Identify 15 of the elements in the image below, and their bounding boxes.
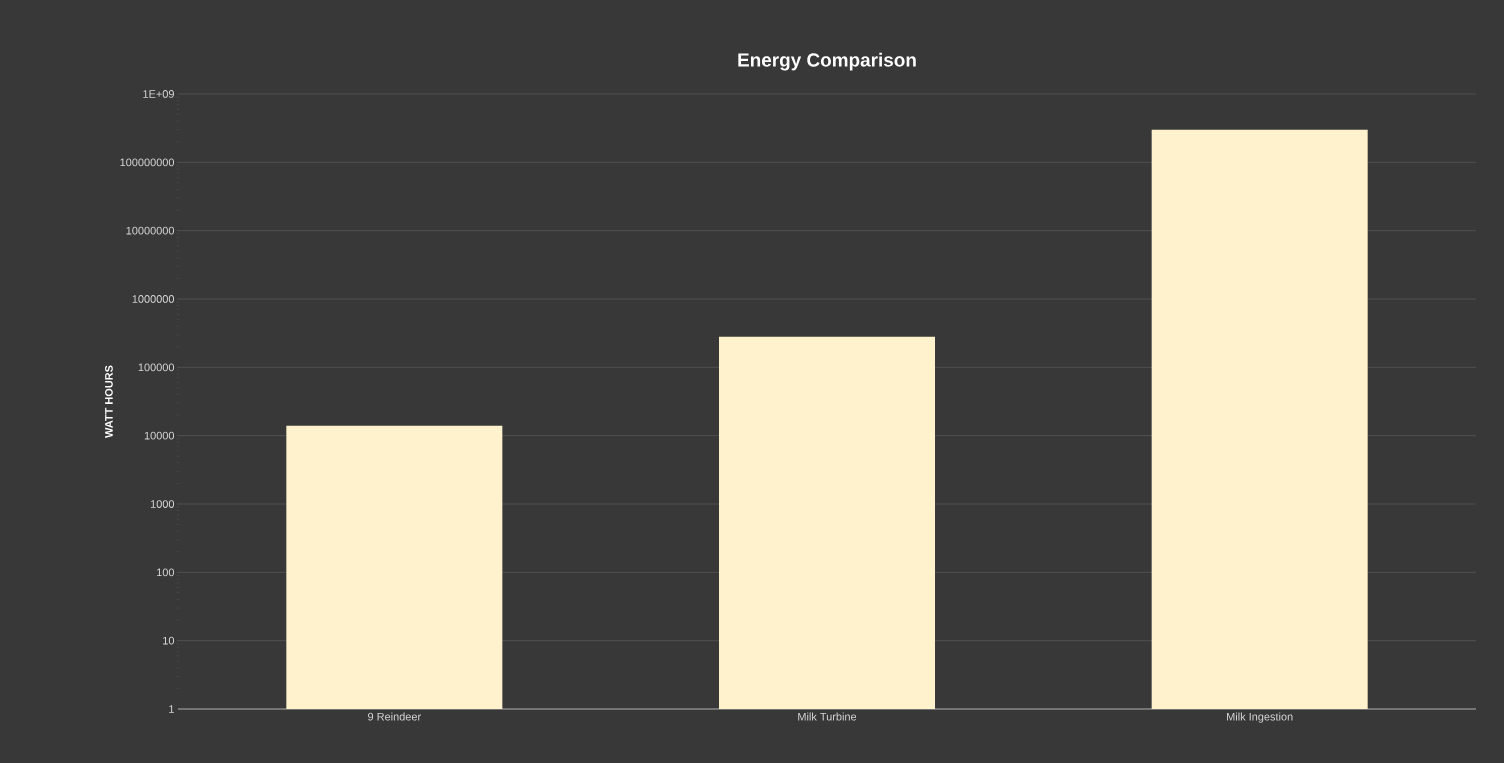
y-tick-label: 1000	[150, 500, 175, 508]
x-tick-label: 9 Reindeer	[368, 712, 421, 721]
y-tick-label: 100	[157, 568, 175, 577]
y-tick-label: 10	[163, 636, 175, 645]
y-tick-label: 1E+09	[143, 90, 174, 98]
x-tick-label: Milk Ingestion	[1227, 712, 1293, 723]
y-tick-label: 100000	[138, 363, 175, 372]
x-tick-label: Milk Turbine	[798, 712, 857, 721]
y-tick-label: 1	[169, 705, 174, 713]
y-tick-label: 1000000	[132, 295, 175, 303]
y-tick-label: 10000	[144, 431, 175, 440]
chart-title: Energy Comparison	[738, 52, 916, 71]
y-tick-label: 100000000	[120, 158, 175, 167]
y-axis-title: WATT HOURS	[105, 365, 113, 438]
y-tick-label: 10000000	[126, 226, 175, 235]
